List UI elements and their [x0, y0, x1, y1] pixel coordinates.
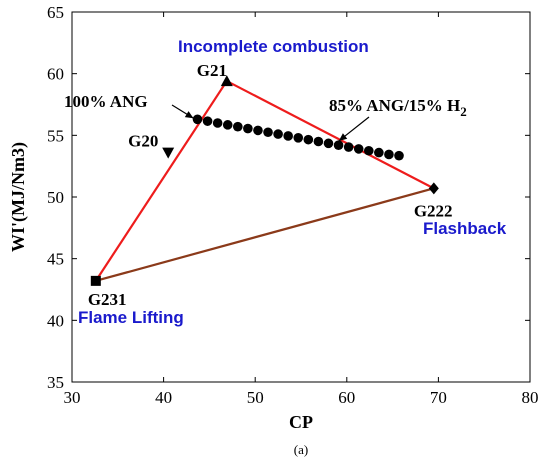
data-point — [303, 134, 314, 145]
marker-g222 — [428, 182, 439, 195]
annotation-100-ang: 100% ANG — [64, 92, 148, 111]
x-axis-label: CP — [289, 412, 313, 432]
plot-area — [71, 11, 531, 383]
y-tick-label: 55 — [47, 126, 64, 145]
text-labels: G21 G20 G222 G231 100% ANG 85% ANG/15% H2 Inco… — [64, 37, 507, 327]
gas-label-g231: G231 — [88, 290, 127, 309]
y-tick-label: 60 — [47, 65, 64, 84]
data-point — [212, 118, 223, 128]
data-point — [192, 114, 203, 125]
region-flashback: Flashback — [423, 219, 507, 238]
gas-label-g21: G21 — [197, 61, 227, 80]
data-point — [293, 133, 304, 143]
data-point — [243, 123, 253, 134]
data-point — [333, 140, 344, 150]
marker-g231 — [90, 275, 101, 286]
y-tick-label: 50 — [47, 188, 64, 207]
annotation-arrows — [171, 104, 370, 142]
data-point — [343, 142, 354, 152]
y-axis-label: WI'(MJ/Nm3) — [8, 142, 29, 252]
y-tick-label: 65 — [47, 3, 64, 22]
y-tick-label: 40 — [47, 311, 64, 330]
edge-g222-g231 — [95, 187, 435, 282]
data-point — [283, 131, 293, 141]
x-tick-label: 40 — [155, 388, 172, 407]
data-point — [232, 121, 243, 132]
x-tick-label: 50 — [247, 388, 264, 407]
annotation-85-ang-15-h2: 85% ANG/15% H2 — [329, 96, 467, 119]
triangle-edges — [94, 80, 435, 282]
data-point — [394, 150, 404, 161]
annotation-subscript: 2 — [460, 104, 467, 119]
region-flame-lifting: Flame Lifting — [78, 308, 184, 327]
gas-label-g222: G222 — [414, 201, 453, 220]
arrow-100-ang-head — [184, 111, 194, 119]
gas-markers — [90, 75, 439, 286]
marker-g21 — [220, 75, 233, 87]
x-tick-label: 80 — [522, 388, 539, 407]
x-tick-label: 60 — [338, 388, 355, 407]
data-point — [202, 116, 213, 126]
x-tick-label: 30 — [64, 388, 81, 407]
y-tick-label: 35 — [47, 373, 64, 392]
annotation-main-text: 85% ANG/15% H — [329, 96, 460, 115]
data-point — [313, 136, 324, 147]
data-point — [253, 125, 263, 136]
x-tick-label: 70 — [430, 388, 447, 407]
data-point — [222, 120, 233, 130]
data-point — [363, 145, 374, 156]
data-point — [263, 127, 273, 138]
figure-caption: (a) — [294, 442, 308, 457]
data-point — [273, 129, 283, 139]
data-point — [353, 144, 364, 154]
y-tick-label: 45 — [47, 250, 64, 269]
data-point — [323, 138, 334, 149]
edge-g21-g222 — [226, 80, 435, 190]
region-incomplete-combustion: Incomplete combustion — [178, 37, 369, 56]
data-point — [374, 147, 384, 158]
data-point — [384, 149, 394, 160]
edge-g231-g21 — [94, 80, 228, 282]
x-axis-ticks: 30 40 50 60 70 80 — [64, 12, 539, 407]
gas-label-g20: G20 — [128, 132, 158, 151]
marker-g20 — [162, 147, 175, 159]
arrow-85-ang-head — [338, 133, 348, 141]
ang-h2-series — [192, 114, 404, 161]
y-axis-ticks: 35 40 45 50 55 60 65 — [47, 3, 530, 392]
